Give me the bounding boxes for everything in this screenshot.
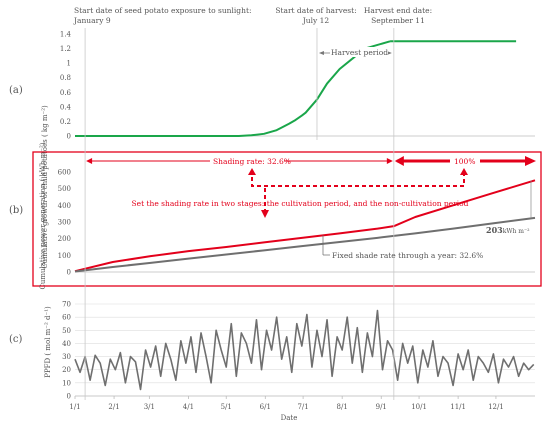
y-tick-label: 400 <box>58 202 71 210</box>
annotation-harvest-start-1: Start date of harvest: <box>275 6 356 15</box>
panel-b-frame <box>32 151 542 287</box>
y-tick-label: 500 <box>58 185 71 193</box>
y-tick-label: 0 <box>67 133 71 141</box>
x-tick-label: 8/1 <box>337 403 348 411</box>
dashed-connector <box>251 170 465 187</box>
growth-line-0 <box>75 40 391 137</box>
y-tick-label: 60 <box>62 314 71 322</box>
arrowhead-right <box>386 51 392 55</box>
panel-label-a: (a) <box>9 85 23 96</box>
panel-b-plot: 0 100 200 300 400 500 600 <box>58 169 536 277</box>
dashed-arrow-up-right <box>460 168 468 175</box>
panel-c-plot: 0 10 20 30 40 50 60 70 1/1 2/1 3/1 4/1 5/1 6/1 7/1 8/1 9… <box>62 301 535 411</box>
x-tick-label: 10/1 <box>411 403 427 411</box>
arrowhead-left <box>318 51 324 55</box>
ylabel-c-group: PPFD ( mol m⁻² d⁻¹) <box>44 306 52 378</box>
dashed-arrow-up-left <box>248 168 256 175</box>
annotation-harvest-end-1: Harvest end date: <box>364 6 432 15</box>
harvest-period-label: Harvest period <box>331 48 388 57</box>
annotation-harvest-start-2: July 12 <box>302 16 330 25</box>
y-tick-label: 1 <box>67 60 71 68</box>
panel-label-b: (b) <box>9 205 23 216</box>
x-tick-label: 6/1 <box>260 403 271 411</box>
rate100-label: 100% <box>454 157 475 166</box>
y-tick-label: 50 <box>62 327 71 335</box>
y-tick-label: 300 <box>58 219 71 227</box>
y-tick-label: 100 <box>58 252 71 260</box>
y-tick-label: 0.4 <box>60 103 72 111</box>
y-tick-label: 0.8 <box>60 74 71 82</box>
x-tick-label: 2/1 <box>108 403 119 411</box>
y-tick-label: 0.2 <box>60 118 71 126</box>
rate100-arrowhead-left <box>394 156 404 166</box>
x-tick-label: 11/1 <box>450 403 466 411</box>
rate100-label-bg <box>450 155 480 166</box>
y-tick-label: 0 <box>67 269 71 277</box>
harvest-period-bg <box>330 47 388 57</box>
fixed-shade-line <box>74 216 536 273</box>
panel-a-plot: 0 0.2 0.4 0.6 0.8 1 1.2 1.4 <box>60 31 535 141</box>
shading-rate-label: Shading rate: 32.6% <box>213 157 291 166</box>
y-tick-label: 10 <box>62 379 71 387</box>
x-tick-label: 4/1 <box>183 403 194 411</box>
panel-label-c: (c) <box>9 334 23 345</box>
x-tick-label: 1/1 <box>69 403 80 411</box>
ylabel-b-group: Cumulative power generation ( kWh m⁻²) <box>39 142 47 289</box>
annotation-sunlight-start-2: January 9 <box>73 16 111 25</box>
fixed-shade-label: Fixed shade rate through a year: 32.6% <box>332 251 483 260</box>
y-tick-label: 200 <box>58 235 71 243</box>
shading-arrowhead-left <box>86 158 93 164</box>
reference-lines <box>84 28 395 400</box>
annotation-harvest-end-2: September 11 <box>371 16 425 25</box>
ylabel-a: Cumulative growth of child potatoes ( kg… <box>41 105 49 269</box>
xlabel-date: Date <box>281 414 298 422</box>
ylabel-c: PPFD ( mol m⁻² d⁻¹) <box>44 306 52 378</box>
y-tick-label: 0.6 <box>60 89 72 97</box>
y-tick-label: 70 <box>62 301 71 309</box>
y-tick-label: 40 <box>62 340 71 348</box>
y-tick-label: 1.4 <box>60 31 72 39</box>
ylabel-b: Cumulative power generation ( kWh m⁻²) <box>39 142 47 289</box>
shading-label-bg <box>210 155 284 166</box>
two-stage-line <box>74 179 536 273</box>
ylabel-a-group: Cumulative growth of child potatoes ( kg… <box>41 105 49 269</box>
two-stage-label: Set the shading rate in two stages: the … <box>132 199 469 208</box>
y-tick-label: 1.2 <box>60 45 71 53</box>
x-tick-label: 12/1 <box>488 403 504 411</box>
x-tick-label: 9/1 <box>376 403 387 411</box>
y-tick-label: 0 <box>67 393 71 401</box>
y-tick-label: 20 <box>62 366 71 374</box>
ppfd-line <box>74 309 535 391</box>
rate100-arrowhead-right <box>525 156 536 166</box>
annotation-sunlight-start-1: Start date of seed potato exposure to su… <box>74 6 251 15</box>
x-tick-label: 3/1 <box>144 403 155 411</box>
y-tick-label: 600 <box>58 169 71 177</box>
y-tick-label: 30 <box>62 353 71 361</box>
diff-unit-label: kWh m⁻² <box>503 228 530 235</box>
x-tick-label: 5/1 <box>221 403 232 411</box>
shading-arrowhead-right <box>386 158 393 164</box>
diff-value-label: 203kWh m⁻² <box>486 225 530 235</box>
x-tick-label: 7/1 <box>297 403 308 411</box>
dashed-arrowhead-down <box>261 210 269 218</box>
annotation-overlay: Harvest period Shading rate: 32.6% 100% Set… <box>86 47 536 260</box>
